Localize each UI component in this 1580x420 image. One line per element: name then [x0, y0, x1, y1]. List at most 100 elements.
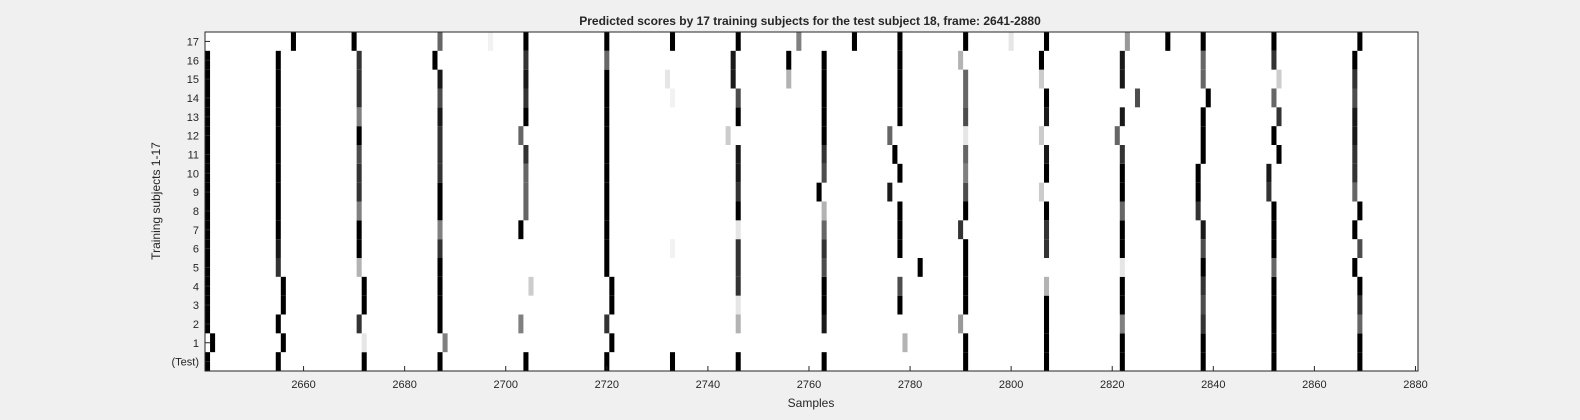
heatmap-cell — [275, 69, 281, 89]
heatmap-cell — [963, 32, 969, 51]
heatmap-cell — [887, 126, 893, 145]
heatmap-cell — [442, 333, 448, 353]
y-tick-label: 12 — [187, 131, 199, 143]
heatmap-cell — [1119, 295, 1125, 315]
heatmap-cell — [963, 276, 969, 296]
x-tick-label: 2880 — [1403, 379, 1427, 391]
heatmap-cell — [1266, 182, 1272, 202]
heatmap-cell — [1352, 258, 1358, 277]
heatmap-cell — [1119, 276, 1125, 296]
heatmap-cell — [275, 88, 281, 108]
heatmap-cell — [1271, 88, 1277, 108]
heatmap-cell — [1200, 295, 1206, 315]
heatmap-cell — [821, 295, 827, 315]
heatmap-cell — [604, 352, 610, 371]
heatmap-cell — [821, 126, 827, 145]
x-tick-label: 2800 — [999, 379, 1023, 391]
heatmap-cell — [523, 163, 529, 183]
heatmap-cell — [963, 201, 969, 221]
heatmap-cell — [1043, 295, 1050, 315]
heatmap-cell — [816, 182, 822, 202]
heatmap-cell — [1119, 239, 1125, 258]
heatmap-cell — [851, 32, 857, 51]
heatmap-cell — [1357, 295, 1363, 315]
heatmap-cell — [1200, 239, 1206, 258]
heatmap-cell — [437, 69, 443, 89]
y-tick-label: 1 — [193, 338, 199, 350]
heatmap-cell — [1119, 201, 1125, 221]
heatmap-cell — [1119, 314, 1125, 334]
heatmap-cell — [523, 182, 529, 202]
heatmap-cell — [356, 50, 362, 70]
heatmap-cell — [604, 88, 610, 108]
heatmap-cell — [1357, 276, 1363, 296]
x-axis-label: Samples — [788, 396, 835, 410]
heatmap-cell — [902, 333, 908, 353]
heatmap-cell — [280, 333, 286, 353]
heatmap-cell — [275, 50, 281, 70]
heatmap-cell — [604, 201, 610, 221]
heatmap-cell — [609, 333, 615, 353]
heatmap-cell — [1200, 50, 1206, 70]
heatmap-cell — [897, 220, 903, 240]
heatmap-cell — [735, 201, 741, 221]
heatmap-cell — [356, 163, 362, 183]
heatmap-cell — [1119, 69, 1125, 89]
heatmap-cell — [437, 163, 443, 183]
heatmap-cell — [1043, 276, 1050, 296]
heatmap-cell — [1124, 32, 1130, 51]
heatmap-cell — [437, 276, 443, 296]
heatmap-cell — [1271, 126, 1277, 145]
heatmap-cell — [821, 107, 827, 127]
x-tick-label: 2860 — [1302, 379, 1326, 391]
heatmap-cell — [1165, 32, 1171, 51]
heatmap-cell — [1205, 88, 1211, 108]
heatmap-cell — [735, 220, 741, 240]
heatmap-cell — [437, 88, 443, 108]
heatmap-cell — [275, 220, 281, 240]
heatmap-cell — [1357, 352, 1363, 371]
heatmap-cell — [437, 145, 443, 164]
heatmap-cell — [356, 201, 362, 221]
heatmap-cell — [604, 126, 610, 145]
heatmap-cell — [361, 276, 367, 296]
heatmap-cell — [821, 258, 827, 277]
heatmap-cell — [963, 182, 969, 202]
heatmap-cell — [821, 163, 827, 183]
heatmap-cell — [1119, 50, 1125, 70]
y-tick-label: 15 — [187, 74, 199, 86]
heatmap-cell — [963, 258, 969, 277]
heatmap-cell — [963, 333, 969, 353]
x-tick-label: 2720 — [595, 379, 619, 391]
heatmap-cell — [1352, 182, 1358, 202]
heatmap-cell — [821, 352, 827, 371]
heatmap-cell — [437, 201, 443, 221]
heatmap-cell — [1200, 258, 1206, 277]
heatmap-cell — [604, 258, 610, 277]
heatmap-cell — [275, 201, 281, 221]
heatmap-cell — [604, 163, 610, 183]
heatmap-cell — [735, 182, 741, 202]
heatmap-cell — [821, 88, 827, 108]
heatmap-cell — [1271, 239, 1277, 258]
heatmap-cell — [356, 69, 362, 89]
heatmap-cell — [963, 107, 969, 127]
heatmap-cell — [1271, 220, 1277, 240]
y-tick-label: 6 — [193, 244, 199, 256]
heatmap-cell — [1043, 333, 1050, 353]
heatmap-cell — [437, 239, 443, 258]
heatmap-cell — [1119, 258, 1125, 277]
y-tick-label: 13 — [187, 112, 199, 124]
heatmap-cell — [735, 145, 741, 164]
x-tick-label: 2760 — [797, 379, 821, 391]
heatmap-cell — [609, 276, 615, 296]
heatmap-cell — [604, 220, 610, 240]
heatmap-cell — [351, 32, 357, 51]
heatmap-cell — [356, 88, 362, 108]
y-tick-label: 3 — [193, 300, 199, 312]
heatmap-cell — [735, 352, 741, 371]
heatmap-cell — [210, 333, 216, 353]
heatmap-cell — [917, 258, 923, 277]
heatmap-cell — [356, 126, 362, 145]
